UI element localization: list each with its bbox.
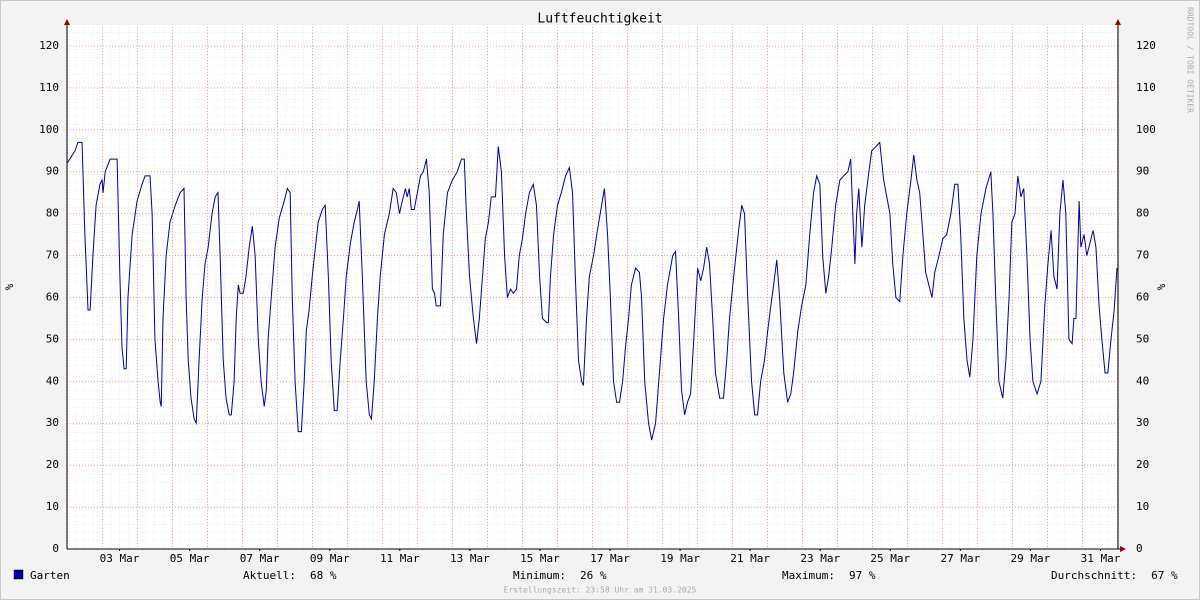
x-tick-label: 05 Mar [170, 552, 210, 565]
y-tick-label-right: 0 [1136, 542, 1143, 555]
x-tick-label: 09 Mar [310, 552, 350, 565]
x-tick-label: 03 Mar [100, 552, 140, 565]
axis-arrow [1115, 19, 1121, 25]
y-tick-label-right: 40 [1136, 374, 1149, 387]
y-tick-label-right: 70 [1136, 249, 1149, 262]
stat-label: Durchschnitt: [1051, 569, 1137, 582]
stat-value: 26 % [580, 569, 607, 582]
footer: Erstellungszeit: 23:58 Uhr am 31.03.2025 [504, 586, 697, 595]
x-tick-label: 29 Mar [1011, 552, 1051, 565]
axis-arrow [1120, 546, 1126, 552]
y-tick-label: 10 [46, 500, 59, 513]
y-tick-label: 0 [52, 542, 59, 555]
y-tick-label-right: 60 [1136, 290, 1149, 303]
y-tick-label: 20 [46, 458, 59, 471]
y-tick-label: 90 [46, 165, 59, 178]
x-tick-label: 19 Mar [660, 552, 700, 565]
y-tick-label-right: 120 [1136, 39, 1156, 52]
x-tick-label: 07 Mar [240, 552, 280, 565]
x-tick-label: 31 Mar [1081, 552, 1121, 565]
y-tick-label-right: 20 [1136, 458, 1149, 471]
y-tick-label: 60 [46, 290, 59, 303]
y-tick-label: 100 [39, 123, 59, 136]
x-tick-label: 15 Mar [520, 552, 560, 565]
x-tick-label: 25 Mar [870, 552, 910, 565]
stat-value: 68 % [310, 569, 337, 582]
stat-label: Minimum: [513, 569, 566, 582]
axis-arrow [64, 19, 70, 25]
x-tick-label: 23 Mar [800, 552, 840, 565]
series [66, 141, 1118, 441]
grid [67, 45, 1118, 551]
x-tick-label: 27 Mar [940, 552, 980, 565]
stat-label: Aktuell: [243, 569, 296, 582]
stats: Aktuell: 68 % Minimum: 26 % Maximum: 97 % Durc… [243, 569, 1178, 582]
y-tick-label-right: 30 [1136, 416, 1149, 429]
y-tick-label: 120 [39, 39, 59, 52]
stat-label: Maximum: [782, 569, 835, 582]
y-tick-label-right: 80 [1136, 207, 1149, 220]
y-tick-label: 110 [39, 81, 59, 94]
y-tick-label: 40 [46, 374, 59, 387]
x-tick-label: 21 Mar [730, 552, 770, 565]
y-tick-label: 80 [46, 207, 59, 220]
day-grid [67, 25, 1118, 549]
y-tick-label: 50 [46, 332, 59, 345]
y-tick-label-right: 100 [1136, 123, 1156, 136]
legend-swatch [13, 569, 24, 580]
stat-value: 97 % [849, 569, 876, 582]
chart-title: Luftfeuchtigkeit [537, 12, 662, 27]
stat-value: 67 % [1151, 569, 1178, 582]
watermark: RRDTOOL / TOBI OETIKER [1186, 7, 1195, 113]
legend-label: Garten [30, 569, 70, 582]
y-tick-label-right: 110 [1136, 81, 1156, 94]
x-tick-label: 17 Mar [590, 552, 630, 565]
x-tick-label: 11 Mar [380, 552, 420, 565]
x-tick-label: 13 Mar [450, 552, 490, 565]
y-tick-label-right: 10 [1136, 500, 1149, 513]
y-tick-label: 30 [46, 416, 59, 429]
y-tick-label-right: 90 [1136, 165, 1149, 178]
data-line [66, 141, 1118, 441]
y-tick-label-right: 50 [1136, 332, 1149, 345]
y-tick-label: 70 [46, 249, 59, 262]
y-axis-label-right: % [1155, 283, 1168, 290]
y-axis-label: % [3, 283, 16, 290]
